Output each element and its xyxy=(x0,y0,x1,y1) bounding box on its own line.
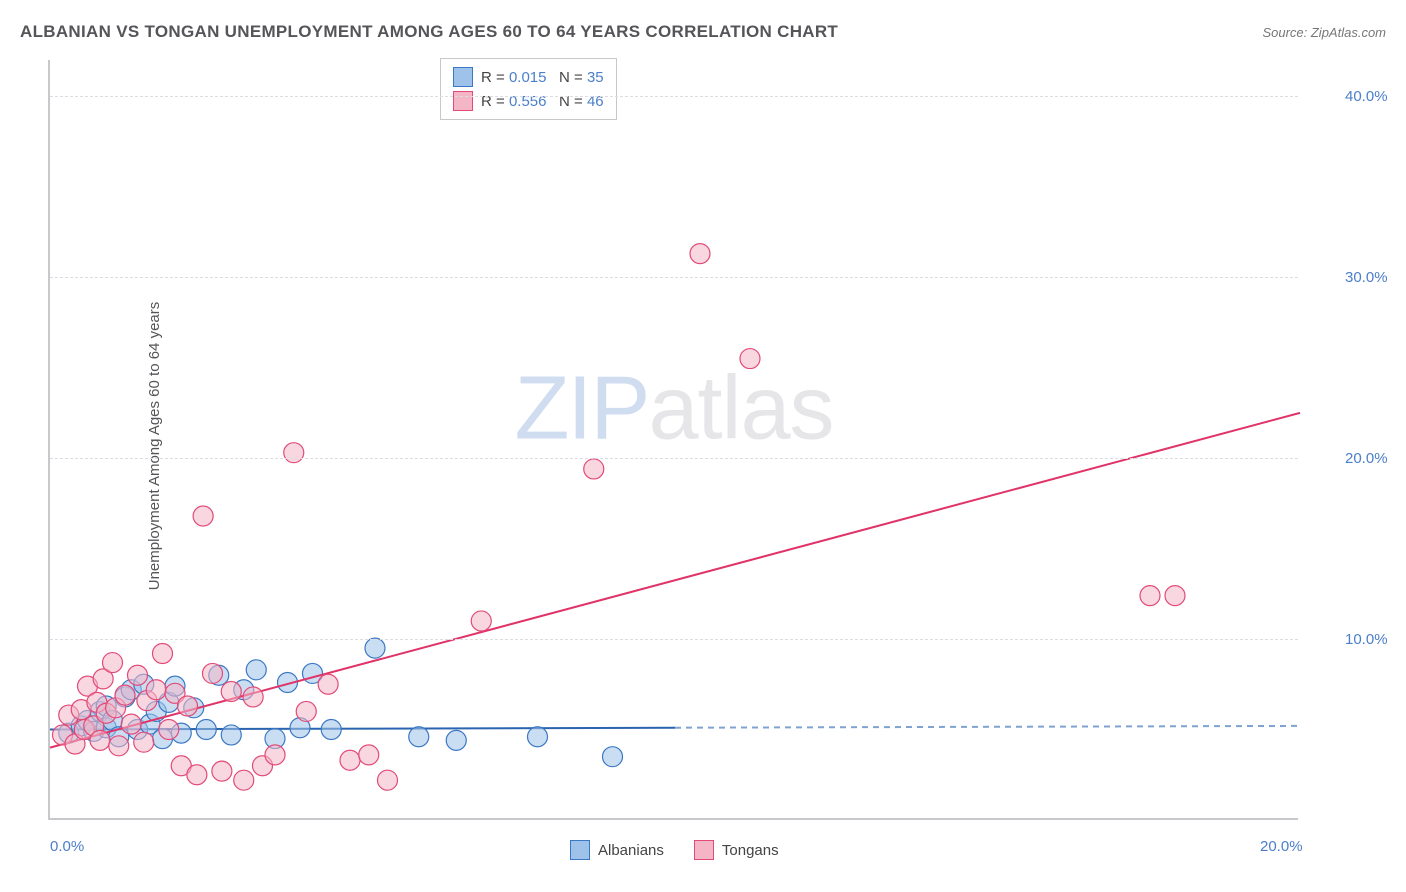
data-point xyxy=(446,730,466,750)
data-point xyxy=(90,730,110,750)
chart-header: ALBANIAN VS TONGAN UNEMPLOYMENT AMONG AG… xyxy=(20,22,1386,42)
legend-item: Albanians xyxy=(570,840,664,860)
grid-line xyxy=(50,458,1298,459)
legend-swatch xyxy=(694,840,714,860)
data-point xyxy=(128,665,148,685)
data-point xyxy=(471,611,491,631)
grid-line xyxy=(50,277,1298,278)
stats-legend-row: R = 0.556 N = 46 xyxy=(453,89,604,113)
data-point xyxy=(359,745,379,765)
grid-line xyxy=(50,96,1298,97)
data-point xyxy=(196,720,216,740)
stats-legend-row: R = 0.015 N = 35 xyxy=(453,65,604,89)
data-point xyxy=(321,720,341,740)
data-point xyxy=(528,727,548,747)
data-point xyxy=(159,720,179,740)
chart-title: ALBANIAN VS TONGAN UNEMPLOYMENT AMONG AG… xyxy=(20,22,838,42)
data-point xyxy=(409,727,429,747)
y-tick-label: 20.0% xyxy=(1345,450,1388,467)
data-point xyxy=(284,443,304,463)
data-point xyxy=(121,714,141,734)
data-point xyxy=(296,701,316,721)
data-point xyxy=(203,663,223,683)
data-point xyxy=(584,459,604,479)
data-point xyxy=(193,506,213,526)
data-point xyxy=(740,349,760,369)
data-point xyxy=(318,674,338,694)
stats-legend-box: R = 0.015 N = 35 R = 0.556 N = 46 xyxy=(440,58,617,120)
data-point xyxy=(178,696,198,716)
data-point xyxy=(115,685,135,705)
data-point xyxy=(603,747,623,767)
data-point xyxy=(246,660,266,680)
y-tick-label: 30.0% xyxy=(1345,269,1388,286)
data-point xyxy=(234,770,254,790)
legend-swatch xyxy=(453,91,473,111)
data-point xyxy=(187,765,207,785)
data-point xyxy=(265,745,285,765)
data-point xyxy=(243,687,263,707)
chart-source: Source: ZipAtlas.com xyxy=(1262,25,1386,40)
x-tick-label: 0.0% xyxy=(50,838,84,855)
data-point xyxy=(153,644,173,664)
data-point xyxy=(221,725,241,745)
data-point xyxy=(109,736,129,756)
legend-label: Albanians xyxy=(598,842,664,859)
data-point xyxy=(221,682,241,702)
data-point xyxy=(340,750,360,770)
legend-label: Tongans xyxy=(722,842,779,859)
data-point xyxy=(103,653,123,673)
chart-svg xyxy=(50,60,1298,818)
grid-line xyxy=(50,639,1298,640)
y-tick-label: 10.0% xyxy=(1345,631,1388,648)
data-point xyxy=(378,770,398,790)
legend-item: Tongans xyxy=(694,840,779,860)
data-point xyxy=(212,761,232,781)
data-point xyxy=(1140,586,1160,606)
y-tick-label: 40.0% xyxy=(1345,88,1388,105)
plot-area: ZIPatlas R = 0.015 N = 35R = 0.556 N = 4… xyxy=(48,60,1298,820)
legend-swatch xyxy=(453,67,473,87)
stats-legend-text: R = 0.556 N = 46 xyxy=(481,93,604,110)
data-point xyxy=(146,680,166,700)
regression-line-dashed xyxy=(675,726,1300,728)
stats-legend-text: R = 0.015 N = 35 xyxy=(481,69,604,86)
data-point xyxy=(134,732,154,752)
data-point xyxy=(365,638,385,658)
data-point xyxy=(1165,586,1185,606)
series-legend: Albanians Tongans xyxy=(570,840,779,860)
legend-swatch xyxy=(570,840,590,860)
x-tick-label: 20.0% xyxy=(1260,838,1303,855)
data-point xyxy=(690,244,710,264)
